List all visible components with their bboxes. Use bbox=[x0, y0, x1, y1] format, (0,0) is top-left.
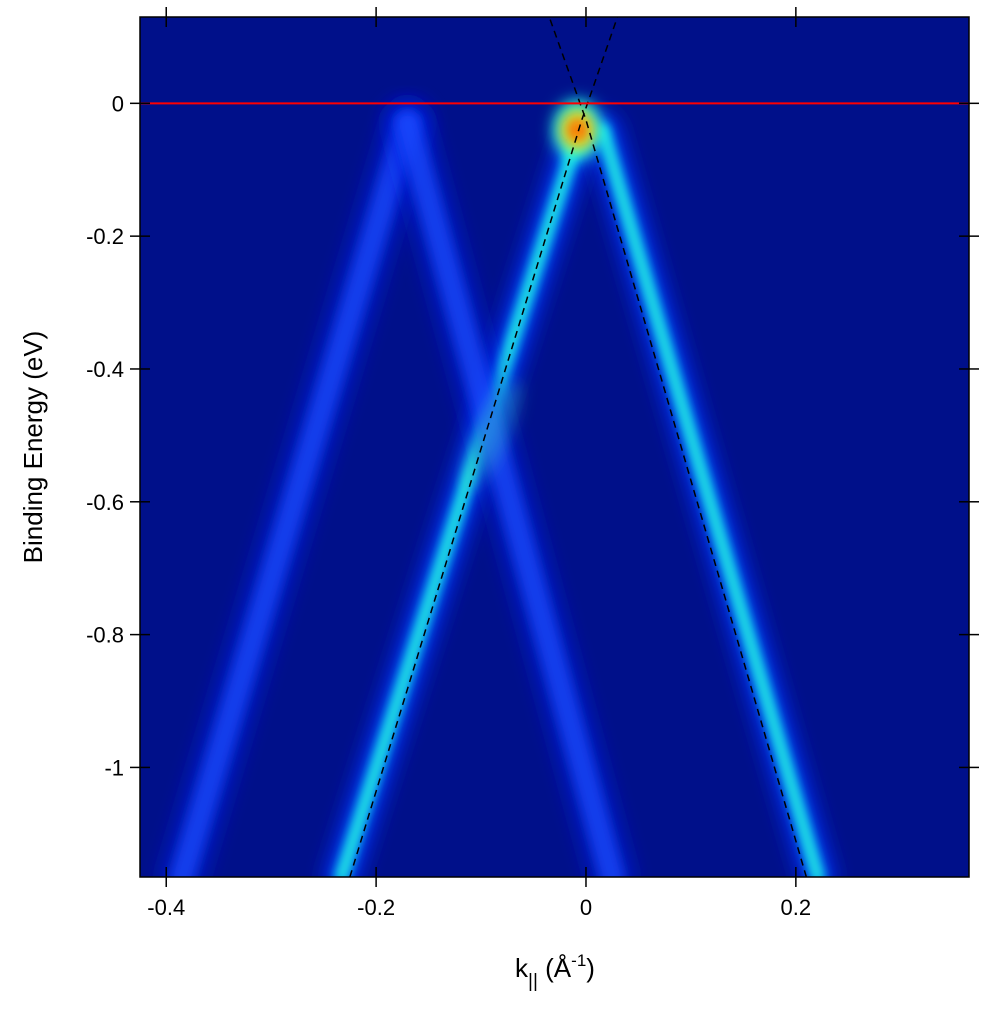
band-peak-main-right bbox=[599, 126, 822, 877]
y-tick-label: -1 bbox=[104, 755, 124, 780]
y-tick-label: -0.6 bbox=[86, 490, 124, 515]
x-axis-title-unit: (Å bbox=[538, 953, 572, 983]
x-axis-title-sub: || bbox=[528, 971, 538, 992]
fit-lines-layer bbox=[349, 17, 808, 877]
x-axis-title-sup: -1 bbox=[571, 951, 586, 970]
x-tick-label: 0.2 bbox=[781, 895, 812, 920]
x-axis-title-base: k bbox=[515, 953, 529, 983]
plot-frame bbox=[139, 16, 970, 878]
fit-line-0 bbox=[349, 17, 619, 877]
y-tick-label: -0.4 bbox=[86, 357, 124, 382]
x-axis-title: k|| (Å-1) bbox=[515, 951, 595, 992]
x-axis-title-close: ) bbox=[586, 953, 595, 983]
band-core-replica-right bbox=[395, 111, 624, 877]
x-tick-label: 0 bbox=[580, 895, 592, 920]
x-tick-label: -0.2 bbox=[357, 895, 395, 920]
y-tick-label: 0 bbox=[112, 91, 124, 116]
x-tick-label: -0.4 bbox=[147, 895, 185, 920]
hotspot-0-layer-3 bbox=[569, 119, 586, 140]
y-tick-label: -0.2 bbox=[86, 224, 124, 249]
axis-ticks: -0.4 -0.2 0 0.2 0 -0.2 -0.4 -0.6 -0.8 -1 bbox=[86, 7, 979, 920]
y-tick-label: -0.8 bbox=[86, 623, 124, 648]
band-core-replica-left bbox=[170, 111, 420, 877]
y-axis-title: Binding Energy (eV) bbox=[18, 331, 48, 564]
